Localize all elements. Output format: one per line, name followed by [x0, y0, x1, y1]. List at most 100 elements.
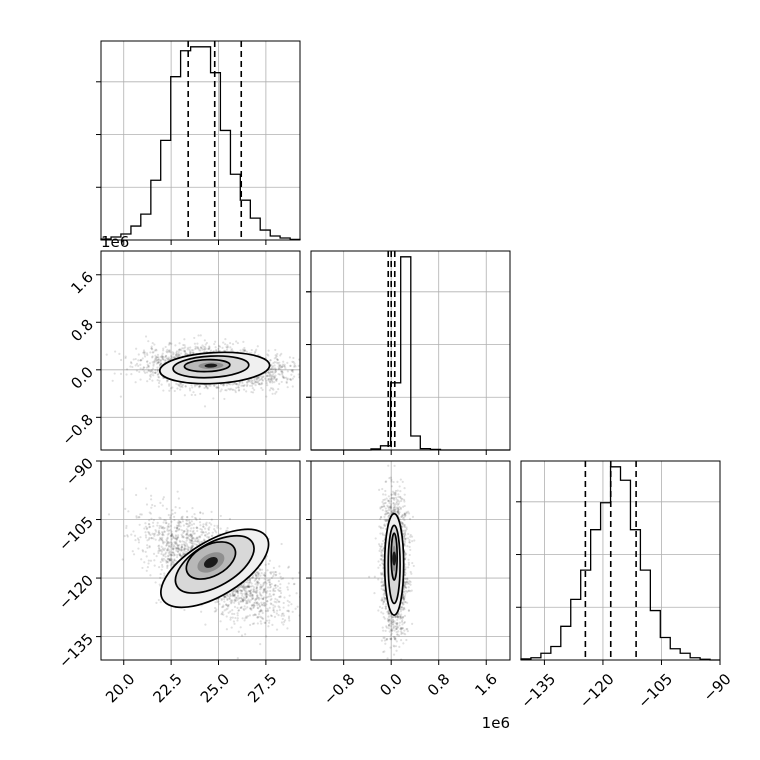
- scatter-point: [266, 586, 270, 589]
- scatter-point: [229, 346, 232, 349]
- scatter-point: [165, 543, 168, 547]
- scatter-point: [218, 344, 221, 347]
- scatter-point: [161, 357, 164, 361]
- scatter-point: [223, 600, 226, 603]
- scatter-point: [172, 554, 175, 557]
- scatter-point: [173, 526, 176, 529]
- scatter-point: [291, 610, 294, 613]
- scatter-point: [188, 534, 191, 538]
- scatter-point: [176, 550, 180, 553]
- scatter-point: [139, 367, 142, 370]
- scatter-point: [183, 547, 186, 550]
- scatter-point: [274, 356, 278, 359]
- scatter-point: [167, 561, 170, 564]
- scatter-point: [153, 504, 156, 508]
- scatter-point: [185, 533, 188, 536]
- scatter-point: [185, 532, 188, 536]
- scatter-point: [135, 515, 138, 518]
- scatter-point: [139, 359, 142, 362]
- scatter-point: [285, 380, 288, 383]
- scatter-point: [134, 381, 137, 384]
- scatter-point: [197, 334, 200, 337]
- scatter-point: [158, 363, 162, 367]
- scatter-point: [225, 348, 229, 351]
- scatter-point: [162, 533, 165, 537]
- scatter-point: [144, 525, 148, 528]
- scatter-point: [164, 345, 167, 349]
- scatter-point: [175, 548, 179, 551]
- scatter-point: [138, 523, 141, 526]
- scatter-point: [295, 592, 298, 595]
- scatter-point: [269, 589, 272, 593]
- scatter-point: [179, 521, 182, 524]
- scatter-point: [189, 539, 192, 542]
- scatter-point: [144, 531, 147, 534]
- scatter-point: [156, 521, 159, 524]
- scatter-point: [278, 361, 281, 364]
- scatter-point: [130, 373, 133, 376]
- scatter-point: [165, 561, 168, 564]
- scatter-point: [173, 389, 176, 393]
- scatter-point: [254, 590, 257, 593]
- scatter-point: [157, 529, 161, 532]
- scatter-point: [157, 361, 160, 364]
- scatter-point: [227, 603, 230, 607]
- scatter-point: [278, 606, 281, 609]
- scatter-point: [223, 595, 226, 598]
- scatter-point: [290, 373, 293, 376]
- scatter-point: [250, 577, 253, 580]
- scatter-point: [153, 559, 156, 562]
- scatter-point: [279, 583, 282, 586]
- scatter-point: [153, 361, 156, 364]
- scatter-point: [269, 379, 272, 382]
- scatter-point: [207, 384, 211, 387]
- scatter-point: [280, 614, 283, 617]
- scatter-point: [175, 546, 178, 549]
- scatter-point: [288, 594, 291, 597]
- scatter-point: [265, 591, 268, 594]
- scatter-point: [127, 510, 130, 513]
- scatter-point: [179, 552, 182, 555]
- scatter-point: [158, 379, 161, 382]
- scatter-point: [263, 587, 266, 590]
- scatter-point: [176, 537, 179, 540]
- scatter-point: [199, 511, 202, 514]
- scatter-point: [244, 585, 247, 588]
- scatter-point: [144, 534, 147, 537]
- scatter-point: [168, 545, 171, 548]
- scatter-point: [183, 394, 186, 397]
- scatter-point: [150, 536, 153, 540]
- scatter-point: [176, 355, 179, 358]
- scatter-point: [167, 522, 170, 526]
- scatter-point: [241, 598, 244, 601]
- scatter-point: [234, 588, 237, 591]
- scatter-point: [175, 524, 179, 527]
- scatter-point: [254, 577, 258, 580]
- scatter-point: [242, 384, 246, 388]
- scatter-point: [257, 615, 260, 618]
- scatter-point: [246, 599, 249, 603]
- scatter-point: [169, 514, 173, 517]
- scatter-point: [145, 528, 148, 531]
- scatter-point: [267, 378, 270, 381]
- scatter-point: [140, 558, 143, 561]
- scatter-point: [214, 340, 217, 343]
- scatter-point: [261, 388, 264, 392]
- scatter-point: [195, 518, 198, 521]
- scatter-point: [160, 550, 164, 553]
- scatter-point: [240, 634, 244, 637]
- scatter-point: [209, 384, 212, 387]
- scatter-point: [282, 612, 285, 615]
- scatter-point: [169, 557, 172, 560]
- scatter-point: [229, 616, 232, 619]
- scatter-point: [224, 596, 228, 599]
- scatter-point: [166, 378, 169, 382]
- scatter-point: [255, 586, 258, 590]
- scatter-point: [166, 557, 170, 561]
- scatter-point: [280, 372, 284, 375]
- scatter-point: [200, 347, 204, 350]
- scatter-point: [216, 524, 219, 527]
- scatter-point: [157, 356, 160, 359]
- scatter-point: [252, 606, 255, 610]
- scatter-point: [236, 612, 239, 615]
